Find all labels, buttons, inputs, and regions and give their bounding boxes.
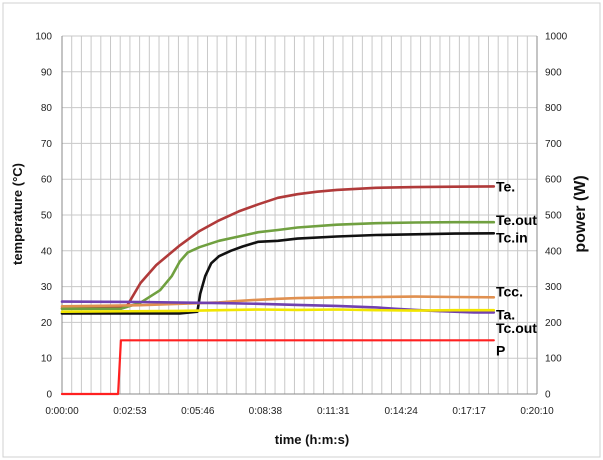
series (60, 185, 496, 396)
series-label-ta: Ta. (496, 306, 515, 322)
series-label-p: P (496, 342, 505, 358)
y2-tick-label: 600 (545, 175, 562, 186)
series-label-tc-out: Tc.out (496, 320, 537, 336)
x-tick-label: 0:08:38 (249, 406, 283, 417)
y-tick-label: 0 (46, 390, 52, 401)
x-tick-label: 0:11:31 (317, 406, 350, 417)
y-axis-title: temperature (°C) (10, 163, 25, 265)
series-label-tc-in: Tc.in (496, 229, 528, 245)
series-line-tc-in (60, 232, 496, 315)
series-label-tcc: Tcc. (496, 283, 523, 299)
x-tick-label: 0:02:53 (113, 406, 147, 417)
series-label-te: Te. (496, 178, 515, 194)
y2-tick-label: 200 (545, 318, 562, 329)
y-tick-label: 70 (41, 139, 53, 150)
series-line-p (60, 339, 495, 396)
y2-tick-label: 800 (545, 103, 562, 114)
x-tick-label: 0:14:24 (384, 406, 418, 417)
x-tick-label: 0:00:00 (45, 406, 79, 417)
y2-tick-label: 1000 (545, 32, 568, 43)
series-line-tc-out (60, 308, 496, 314)
y-tick-label: 50 (41, 211, 53, 222)
x-tick-label: 0:20:10 (520, 406, 554, 417)
x-tick-label: 0:17:17 (452, 406, 486, 417)
series-line-te (60, 185, 496, 310)
y-tick-label: 40 (41, 246, 53, 257)
y-tick-label: 20 (41, 318, 53, 329)
y-tick-label: 60 (41, 175, 53, 186)
y2-tick-label: 500 (545, 211, 562, 222)
y-tick-label: 30 (41, 282, 53, 293)
y2-axis-title: power (W) (572, 175, 589, 252)
y-tick-label: 80 (41, 103, 53, 114)
axes: 0102030405060708090100010020030040050060… (35, 32, 567, 418)
y2-tick-label: 900 (545, 67, 562, 78)
x-tick-label: 0:05:46 (181, 406, 215, 417)
series-line-ta (60, 300, 496, 314)
y-tick-label: 10 (41, 354, 53, 365)
y-tick-label: 90 (41, 67, 53, 78)
y2-tick-label: 400 (545, 246, 562, 257)
series-label-te-out: Te.out (496, 212, 537, 228)
y2-tick-label: 100 (545, 354, 562, 365)
y2-tick-label: 300 (545, 282, 562, 293)
y2-tick-label: 700 (545, 139, 562, 150)
series-line-te-out (60, 220, 496, 311)
y-tick-label: 100 (35, 32, 52, 43)
x-axis-title: time (h:m:s) (275, 432, 349, 447)
y2-tick-label: 0 (545, 390, 551, 401)
